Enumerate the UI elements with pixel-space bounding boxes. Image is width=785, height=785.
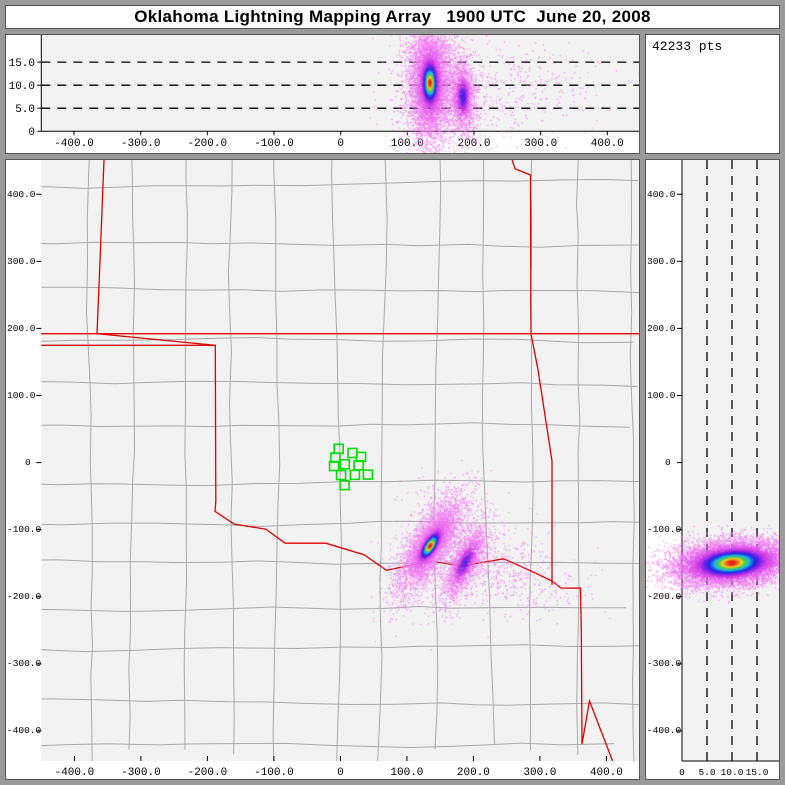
svg-text:-200.0: -200.0 [187, 138, 227, 150]
svg-text:-400.0: -400.0 [55, 767, 95, 779]
svg-text:300.0: 300.0 [523, 767, 556, 779]
svg-text:5.0: 5.0 [15, 104, 35, 116]
svg-text:10.0: 10.0 [9, 81, 35, 93]
svg-text:100.0: 100.0 [7, 390, 36, 401]
svg-text:200.0: 200.0 [647, 323, 676, 334]
svg-text:400.0: 400.0 [590, 767, 623, 779]
svg-text:200.0: 200.0 [457, 767, 490, 779]
svg-text:10.0: 10.0 [721, 767, 744, 778]
svg-text:-300.0: -300.0 [7, 658, 42, 669]
svg-text:-300.0: -300.0 [121, 767, 161, 779]
svg-text:100.0: 100.0 [647, 390, 676, 401]
svg-text:-100.0: -100.0 [7, 524, 42, 535]
svg-text:100.0: 100.0 [390, 767, 423, 779]
svg-text:0: 0 [337, 767, 344, 779]
svg-text:-400.0: -400.0 [7, 725, 42, 736]
svg-text:0: 0 [25, 457, 31, 468]
svg-text:-400.0: -400.0 [647, 725, 682, 736]
svg-text:-300.0: -300.0 [121, 138, 161, 150]
svg-text:15.0: 15.0 [746, 767, 769, 778]
svg-text:200.0: 200.0 [7, 323, 36, 334]
svg-text:-200.0: -200.0 [647, 591, 682, 602]
svg-text:-200.0: -200.0 [188, 767, 228, 779]
svg-text:400.0: 400.0 [647, 189, 676, 200]
svg-text:100.0: 100.0 [391, 138, 424, 150]
svg-text:300.0: 300.0 [647, 256, 676, 267]
svg-text:-100.0: -100.0 [254, 767, 294, 779]
svg-text:-200.0: -200.0 [7, 591, 42, 602]
svg-text:-100.0: -100.0 [647, 524, 682, 535]
svg-text:0: 0 [28, 127, 35, 139]
svg-text:-100.0: -100.0 [254, 138, 294, 150]
svg-text:400.0: 400.0 [7, 189, 36, 200]
svg-text:400.0: 400.0 [591, 138, 624, 150]
svg-text:-300.0: -300.0 [647, 658, 682, 669]
svg-text:0: 0 [337, 138, 344, 150]
svg-text:200.0: 200.0 [457, 138, 490, 150]
svg-text:300.0: 300.0 [7, 256, 36, 267]
svg-text:5.0: 5.0 [698, 767, 715, 778]
svg-text:300.0: 300.0 [524, 138, 557, 150]
svg-text:-400.0: -400.0 [54, 138, 94, 150]
svg-text:0: 0 [679, 767, 685, 778]
svg-text:15.0: 15.0 [9, 58, 35, 70]
svg-text:0: 0 [665, 457, 671, 468]
